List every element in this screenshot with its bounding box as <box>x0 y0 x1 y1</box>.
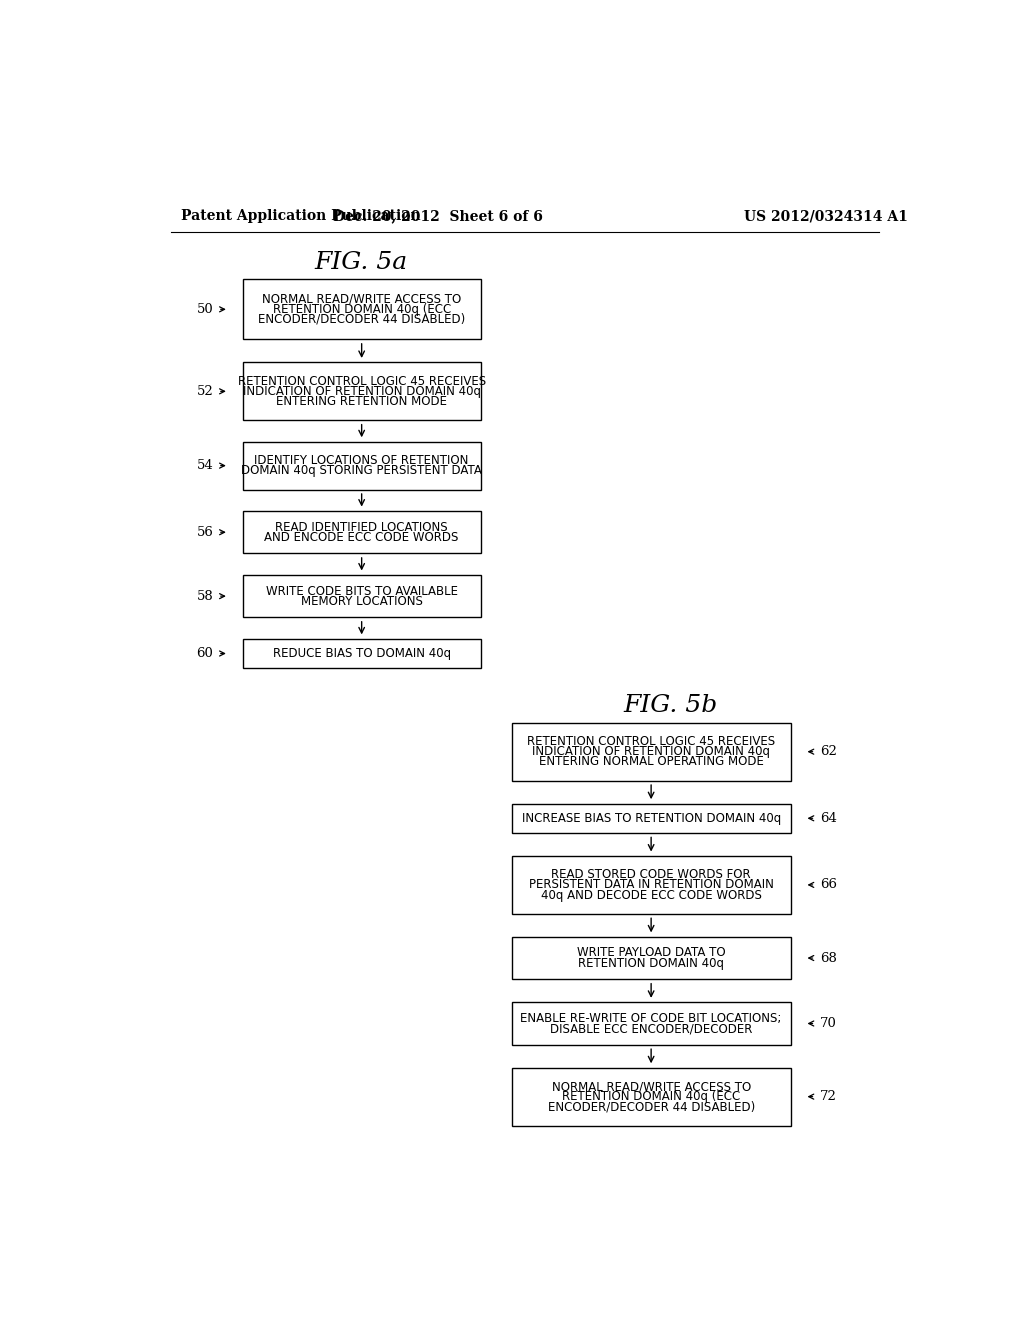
Text: 62: 62 <box>820 746 837 758</box>
Text: DISABLE ECC ENCODER/DECODER: DISABLE ECC ENCODER/DECODER <box>550 1022 753 1035</box>
Text: 56: 56 <box>197 525 213 539</box>
Text: ENCODER/DECODER 44 DISABLED): ENCODER/DECODER 44 DISABLED) <box>548 1101 755 1113</box>
Text: READ IDENTIFIED LOCATIONS: READ IDENTIFIED LOCATIONS <box>275 520 447 533</box>
Text: 40q AND DECODE ECC CODE WORDS: 40q AND DECODE ECC CODE WORDS <box>541 888 762 902</box>
Bar <box>512 723 791 780</box>
Text: US 2012/0324314 A1: US 2012/0324314 A1 <box>743 209 907 223</box>
Text: 64: 64 <box>820 812 837 825</box>
Text: RETENTION CONTROL LOGIC 45 RECEIVES: RETENTION CONTROL LOGIC 45 RECEIVES <box>238 375 485 388</box>
Text: READ STORED CODE WORDS FOR: READ STORED CODE WORDS FOR <box>551 869 751 882</box>
Text: Dec. 20, 2012  Sheet 6 of 6: Dec. 20, 2012 Sheet 6 of 6 <box>333 209 543 223</box>
Bar <box>243 442 480 490</box>
Text: 66: 66 <box>820 878 837 891</box>
Text: INDICATION OF RETENTION DOMAIN 40q: INDICATION OF RETENTION DOMAIN 40q <box>243 385 480 397</box>
Text: FIG. 5b: FIG. 5b <box>624 693 718 717</box>
Bar <box>243 576 480 618</box>
Bar <box>512 857 791 913</box>
Text: REDUCE BIAS TO DOMAIN 40q: REDUCE BIAS TO DOMAIN 40q <box>272 647 451 660</box>
Text: 52: 52 <box>197 385 213 397</box>
Text: WRITE CODE BITS TO AVAILABLE: WRITE CODE BITS TO AVAILABLE <box>265 585 458 598</box>
Text: INDICATION OF RETENTION DOMAIN 40q: INDICATION OF RETENTION DOMAIN 40q <box>532 746 770 758</box>
Text: 58: 58 <box>197 590 213 603</box>
Text: 68: 68 <box>820 952 837 965</box>
Bar <box>512 1068 791 1126</box>
Text: ENCODER/DECODER 44 DISABLED): ENCODER/DECODER 44 DISABLED) <box>258 313 465 326</box>
Text: PERSISTENT DATA IN RETENTION DOMAIN: PERSISTENT DATA IN RETENTION DOMAIN <box>528 878 773 891</box>
Bar <box>512 804 791 833</box>
Text: DOMAIN 40q STORING PERSISTENT DATA: DOMAIN 40q STORING PERSISTENT DATA <box>242 465 482 478</box>
Text: FIG. 5a: FIG. 5a <box>314 251 408 273</box>
Text: ENTERING RETENTION MODE: ENTERING RETENTION MODE <box>276 395 447 408</box>
Text: IDENTIFY LOCATIONS OF RETENTION: IDENTIFY LOCATIONS OF RETENTION <box>255 454 469 467</box>
Bar <box>243 363 480 420</box>
Text: 60: 60 <box>197 647 213 660</box>
Text: RETENTION CONTROL LOGIC 45 RECEIVES: RETENTION CONTROL LOGIC 45 RECEIVES <box>527 735 775 748</box>
Text: AND ENCODE ECC CODE WORDS: AND ENCODE ECC CODE WORDS <box>264 531 459 544</box>
Text: 54: 54 <box>197 459 213 473</box>
Text: MEMORY LOCATIONS: MEMORY LOCATIONS <box>301 595 423 607</box>
Text: WRITE PAYLOAD DATA TO: WRITE PAYLOAD DATA TO <box>577 946 725 960</box>
Bar <box>243 511 480 553</box>
Text: 70: 70 <box>820 1016 837 1030</box>
Bar <box>243 639 480 668</box>
Text: RETENTION DOMAIN 40q (ECC: RETENTION DOMAIN 40q (ECC <box>272 302 451 315</box>
Text: RETENTION DOMAIN 40q (ECC: RETENTION DOMAIN 40q (ECC <box>562 1090 740 1104</box>
Text: INCREASE BIAS TO RETENTION DOMAIN 40q: INCREASE BIAS TO RETENTION DOMAIN 40q <box>521 812 780 825</box>
Text: 72: 72 <box>820 1090 837 1104</box>
Text: NORMAL READ/WRITE ACCESS TO: NORMAL READ/WRITE ACCESS TO <box>552 1080 751 1093</box>
Bar <box>512 1002 791 1044</box>
Text: ENABLE RE-WRITE OF CODE BIT LOCATIONS;: ENABLE RE-WRITE OF CODE BIT LOCATIONS; <box>520 1012 781 1024</box>
Bar <box>243 280 480 339</box>
Text: NORMAL READ/WRITE ACCESS TO: NORMAL READ/WRITE ACCESS TO <box>262 293 461 306</box>
Text: RETENTION DOMAIN 40q: RETENTION DOMAIN 40q <box>579 957 724 970</box>
Text: Patent Application Publication: Patent Application Publication <box>180 209 420 223</box>
Bar <box>512 937 791 979</box>
Text: ENTERING NORMAL OPERATING MODE: ENTERING NORMAL OPERATING MODE <box>539 755 764 768</box>
Text: 50: 50 <box>197 302 213 315</box>
